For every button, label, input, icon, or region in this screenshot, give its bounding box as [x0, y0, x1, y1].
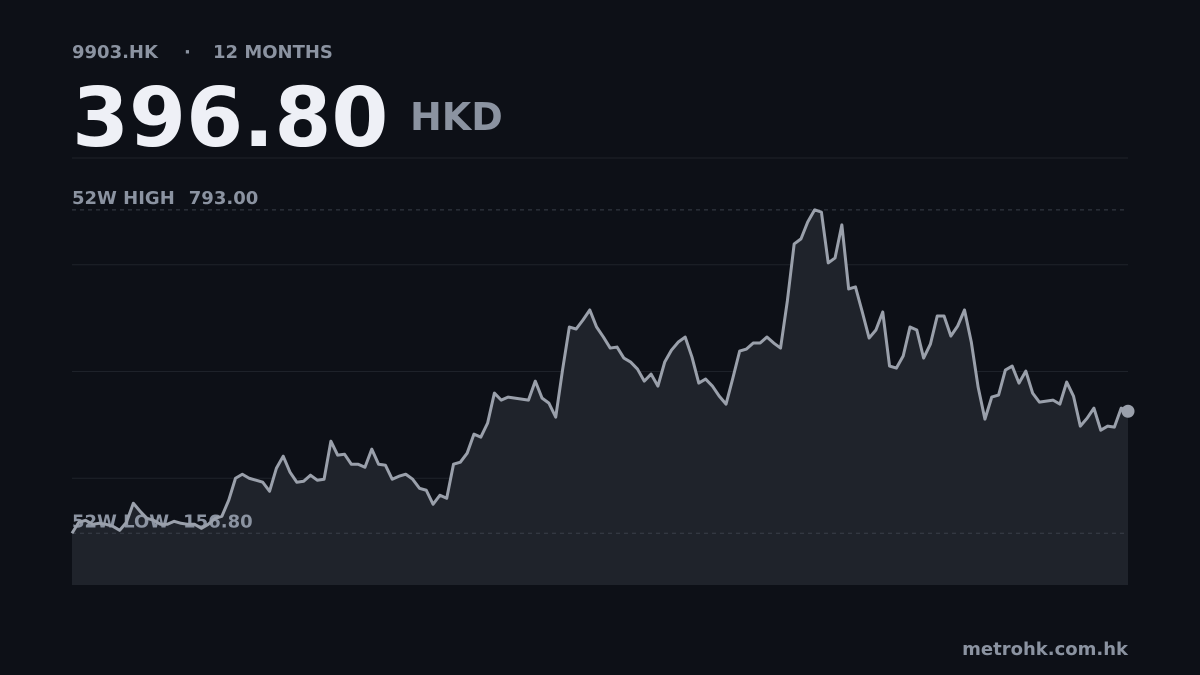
ticker: 9903.HK [72, 42, 159, 63]
price: 396.80 [72, 71, 388, 166]
last-point [1121, 404, 1135, 418]
reference-label: 52W HIGH 793.00 [72, 188, 258, 209]
area [72, 209, 1128, 585]
price-line [70, 208, 1129, 535]
reference-value: 156.80 [183, 511, 252, 532]
reference-label: 52W LOW 156.80 [72, 511, 253, 532]
separator: · [184, 42, 191, 63]
reference-name: 52W HIGH [72, 188, 175, 209]
reference-value: 793.00 [189, 188, 258, 209]
period: 12 MONTHS [213, 42, 333, 63]
plot: 52W HIGH 793.00 52W LOW 156.80 [70, 188, 1135, 585]
currency: HKD [410, 95, 503, 139]
source: metrohk.com.hk [962, 639, 1129, 660]
